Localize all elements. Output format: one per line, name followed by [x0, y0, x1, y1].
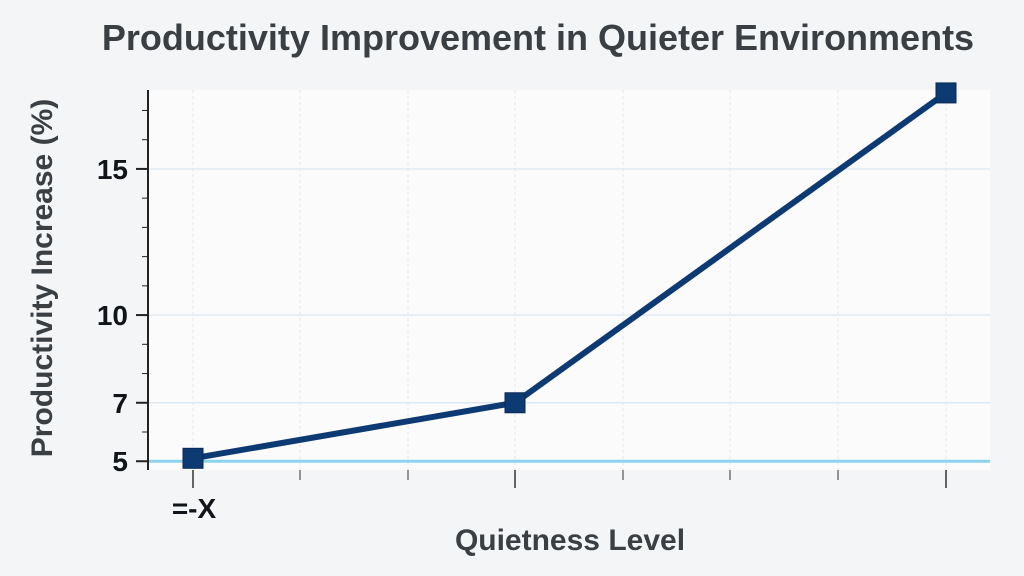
chart-title: Productivity Improvement in Quieter Envi… — [102, 17, 974, 58]
y-tick-label: 5 — [112, 446, 128, 477]
plot-area — [148, 90, 990, 470]
x-axis-title: Quietness Level — [455, 524, 685, 557]
data-markers — [182, 82, 957, 469]
y-tick-label: 7 — [112, 388, 128, 419]
y-axis-ticks: 5 7 10 15 — [97, 109, 148, 477]
data-point-marker — [504, 392, 526, 414]
x-axis-ticks — [192, 470, 947, 488]
y-tick-label: 10 — [97, 300, 128, 331]
data-point-marker — [935, 82, 957, 104]
grid — [148, 90, 990, 470]
x-tick-label: =-X — [172, 493, 217, 524]
data-point-marker — [182, 447, 204, 469]
y-tick-label: 15 — [97, 154, 128, 185]
y-axis-title: Productivity Increase (%) — [26, 99, 59, 457]
